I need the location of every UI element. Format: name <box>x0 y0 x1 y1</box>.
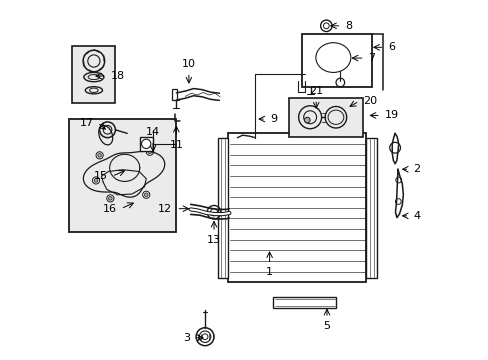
Text: 15: 15 <box>94 171 108 181</box>
Circle shape <box>148 150 151 153</box>
Bar <box>69 119 176 232</box>
Text: 13: 13 <box>206 235 221 245</box>
Text: 8: 8 <box>345 21 352 31</box>
Text: 2: 2 <box>412 164 420 174</box>
Text: 10: 10 <box>182 59 196 69</box>
Bar <box>366 138 376 278</box>
Text: 5: 5 <box>323 321 330 331</box>
Bar <box>172 89 176 100</box>
Text: 18: 18 <box>110 71 124 81</box>
Text: 9: 9 <box>269 114 277 124</box>
Text: 1: 1 <box>265 267 272 278</box>
Bar <box>72 45 115 103</box>
Text: 17: 17 <box>79 118 93 128</box>
Text: 14: 14 <box>146 127 160 138</box>
Text: 11: 11 <box>169 140 183 150</box>
Text: 7: 7 <box>368 53 375 63</box>
Bar <box>301 34 371 87</box>
Text: 12: 12 <box>158 204 172 214</box>
Circle shape <box>304 117 309 123</box>
Text: 3: 3 <box>183 333 190 343</box>
Text: 16: 16 <box>102 204 117 214</box>
Text: 21: 21 <box>308 86 323 96</box>
Bar <box>217 138 228 278</box>
Text: 6: 6 <box>387 42 394 52</box>
Circle shape <box>108 197 112 200</box>
Circle shape <box>94 179 98 182</box>
Text: 20: 20 <box>363 96 377 106</box>
Text: 4: 4 <box>412 211 420 221</box>
Bar <box>289 98 362 137</box>
Circle shape <box>144 193 148 197</box>
Bar <box>228 134 366 282</box>
Text: 19: 19 <box>384 111 398 121</box>
Bar <box>140 137 153 151</box>
Bar <box>273 297 335 309</box>
Circle shape <box>98 153 101 157</box>
